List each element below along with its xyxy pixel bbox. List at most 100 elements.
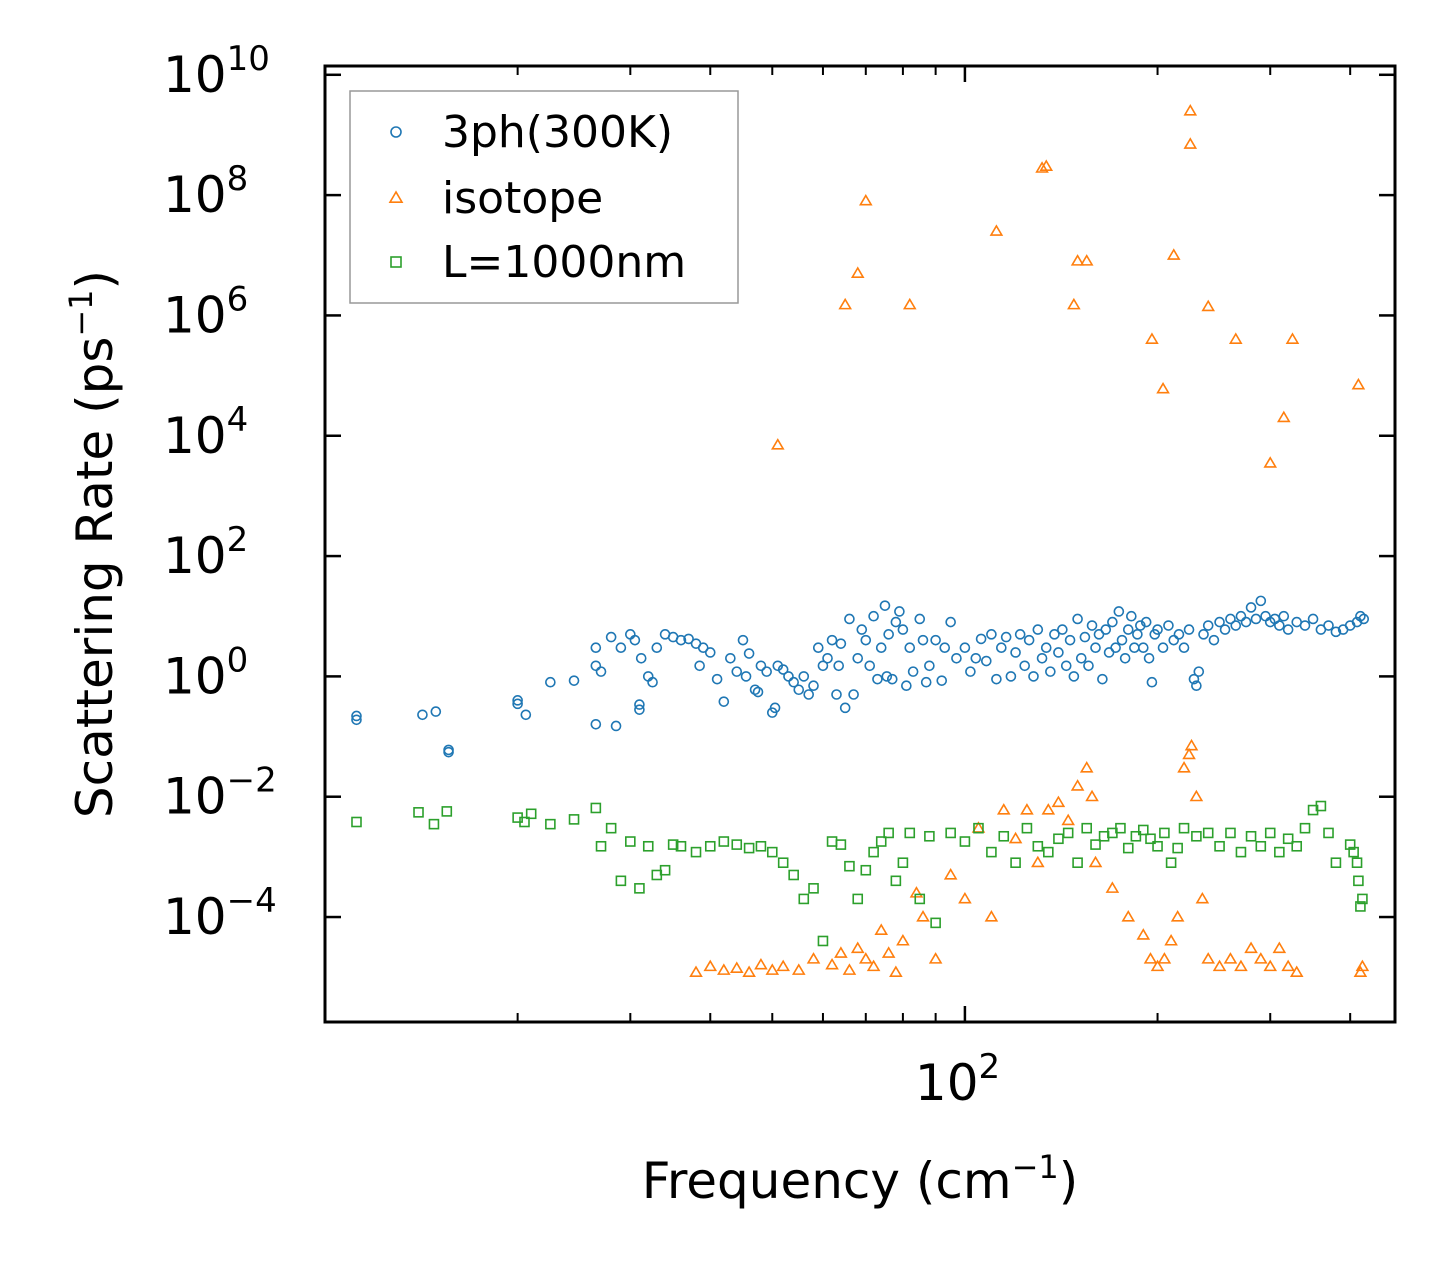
data-point-circle	[835, 638, 847, 649]
data-point-circle	[886, 673, 898, 685]
data-point-square	[1178, 822, 1190, 834]
data-point-circle	[875, 642, 887, 653]
data-point-square	[852, 893, 864, 905]
data-point-circle	[981, 655, 992, 667]
data-point-circle	[1028, 671, 1039, 682]
data-point-circle	[520, 709, 532, 721]
data-point-circle	[1299, 620, 1311, 631]
legend-label: isotope	[442, 173, 603, 224]
data-point-square	[875, 836, 887, 847]
data-point-circle	[844, 613, 855, 625]
data-point-circle	[755, 660, 767, 672]
data-point-triangle	[1244, 941, 1258, 954]
data-point-circle	[1323, 620, 1334, 631]
data-point-circle	[1000, 631, 1012, 643]
data-point-circle	[1019, 660, 1030, 672]
data-point-circle	[868, 610, 879, 622]
data-point-circle	[1157, 642, 1169, 653]
data-point-triangle	[1201, 299, 1216, 312]
data-point-square	[755, 840, 767, 852]
data-point-circle	[1255, 595, 1267, 607]
data-point-square	[1355, 901, 1366, 912]
data-point-square	[897, 857, 909, 869]
data-point-circle	[595, 666, 607, 677]
data-point-circle	[1090, 642, 1101, 653]
data-point-circle	[749, 684, 761, 696]
data-point-circle	[965, 666, 976, 677]
data-point-triangle	[842, 963, 857, 975]
data-point-triangle	[881, 946, 896, 958]
data-point-square	[868, 846, 879, 858]
x-tick-label: 102	[915, 1047, 1000, 1112]
data-point-triangle	[834, 946, 848, 958]
data-point-circle	[904, 642, 916, 653]
data-point-triangle	[889, 965, 903, 978]
data-point-circle	[959, 642, 971, 653]
data-point-triangle	[958, 891, 972, 904]
data-point-circle	[1005, 671, 1017, 682]
data-point-circle	[901, 680, 912, 692]
data-point-circle	[930, 634, 941, 646]
data-point-circle	[1163, 620, 1174, 631]
data-point-square	[351, 816, 362, 828]
data-point-square	[1072, 857, 1083, 869]
data-point-square	[826, 836, 838, 847]
data-point-circle	[996, 642, 1007, 653]
data-point-square	[1191, 830, 1202, 842]
data-point-circle	[1107, 616, 1118, 628]
data-point-circle	[852, 652, 864, 664]
plot-marks	[351, 104, 1370, 978]
data-point-circle	[872, 673, 883, 685]
data-point-triangle	[1189, 789, 1204, 802]
data-point-square	[890, 875, 902, 887]
data-point-circle	[1110, 642, 1121, 653]
data-point-triangle	[1150, 959, 1165, 972]
data-point-triangle	[1039, 159, 1054, 171]
data-point-triangle	[984, 910, 999, 922]
data-point-triangle	[850, 266, 865, 278]
data-point-circle	[914, 613, 926, 625]
data-point-square	[731, 839, 743, 850]
data-point-square	[615, 875, 627, 887]
data-point-circle	[1135, 620, 1146, 631]
data-point-circle	[951, 652, 962, 664]
data-point-circle	[1086, 620, 1098, 631]
legend-box	[349, 90, 739, 304]
data-point-square	[904, 827, 916, 839]
data-point-circle	[917, 634, 929, 646]
data-point-circle	[1355, 610, 1366, 622]
data-point-square	[998, 830, 1010, 842]
data-point-square	[1165, 857, 1177, 869]
data-point-circle	[856, 624, 868, 635]
legend-marker-square	[390, 256, 402, 268]
data-point-circle	[1072, 613, 1083, 625]
data-point-triangle	[1234, 959, 1248, 972]
data-point-circle	[1083, 660, 1094, 672]
legend-marker-triangle	[388, 190, 404, 203]
data-point-circle	[1208, 634, 1220, 646]
data-point-square	[1021, 822, 1033, 834]
data-point-circle	[1219, 624, 1231, 635]
data-point-circle	[894, 606, 905, 617]
data-point-square	[1032, 840, 1044, 852]
data-point-circle	[1225, 613, 1236, 625]
data-point-square	[798, 893, 810, 905]
data-point-square	[973, 822, 984, 834]
data-point-circle	[826, 634, 838, 646]
data-point-circle	[512, 695, 523, 706]
data-point-triangle	[1031, 855, 1045, 868]
data-point-square	[1348, 846, 1359, 858]
data-point-circle	[1188, 673, 1200, 685]
data-point-square	[1137, 824, 1149, 836]
data-point-triangle	[825, 957, 839, 970]
data-point-circle	[694, 660, 705, 672]
data-point-circle	[634, 699, 645, 710]
data-point-square	[659, 864, 671, 876]
data-point-circle	[740, 671, 752, 682]
data-point-triangle	[806, 952, 821, 964]
data-point-square	[634, 883, 645, 894]
data-point-circle	[629, 634, 641, 646]
data-point-square	[1344, 839, 1356, 850]
data-point-square	[986, 846, 997, 858]
data-point-square	[1062, 827, 1074, 839]
